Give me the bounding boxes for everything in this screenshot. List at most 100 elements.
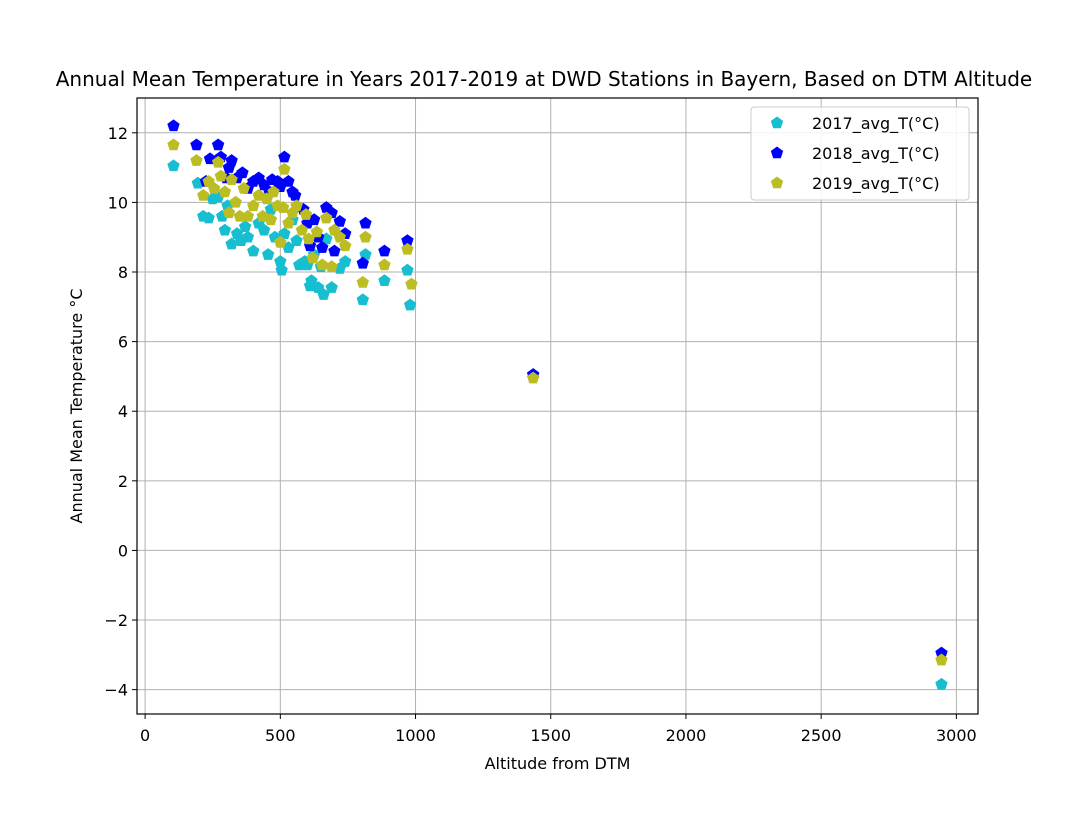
data-point [378,258,391,271]
x-tick-label: 500 [265,726,296,745]
data-point [211,155,225,168]
x-tick-label: 1000 [395,726,436,745]
data-point [207,181,221,194]
data-point [306,251,319,264]
data-point [295,223,309,236]
data-point [310,225,324,238]
data-point [225,173,238,186]
data-point [935,653,948,666]
data-point [359,216,372,229]
data-point [238,220,252,233]
data-point [276,201,290,213]
data-point [167,138,180,151]
data-point [401,242,414,255]
data-point [190,138,203,151]
data-point [526,371,540,384]
legend-label: 2019_avg_T(°C) [812,174,940,194]
data-point [241,230,255,243]
data-point [218,185,232,198]
chart-title: Annual Mean Temperature in Years 2017-20… [56,67,1033,91]
axis-ticks: 0 500 1000 1500 2000 2500 3000 −4 −2 0 2 4 6 8 10 12 [104,124,976,745]
data-point [282,216,295,229]
data-point [233,209,246,222]
y-tick-label: −2 [104,611,128,630]
data-point [274,255,287,267]
data-point [278,162,291,175]
y-axis-label: Annual Mean Temperature °C [67,289,86,524]
data-point [237,181,250,194]
y-tick-label: 4 [118,402,128,421]
data-point [247,244,260,257]
data-point [247,199,260,212]
x-tick-label: 1500 [530,726,571,745]
data-point [328,244,341,257]
data-points [167,119,948,690]
data-point [316,258,329,271]
y-tick-label: 2 [118,472,128,491]
data-point [405,277,418,290]
data-point [225,237,238,250]
legend-marker [770,116,784,129]
y-tick-label: −4 [104,681,128,700]
data-point [307,213,321,226]
data-point [325,260,338,273]
data-point [214,169,228,182]
data-point [320,211,333,224]
data-point [167,119,180,132]
data-point [339,239,352,252]
data-point [167,159,180,172]
data-point [290,234,303,246]
data-point [229,195,242,208]
data-point [935,646,948,659]
data-point [289,188,302,201]
data-point [236,166,249,179]
data-point [218,223,232,236]
data-point [378,244,391,257]
data-point [202,211,215,224]
legend-box [750,106,970,201]
plot-frame [136,97,979,715]
y-tick-label: 0 [118,541,128,560]
data-point [935,677,948,690]
data-point [275,263,288,276]
data-point [274,235,287,248]
legend-label: 2017_avg_T(°C) [812,114,940,134]
data-point [278,150,291,163]
data-point [190,154,203,166]
data-point [282,241,295,253]
y-tick-label: 10 [108,193,128,212]
data-point [359,230,372,243]
grid [137,98,978,714]
data-point [299,208,313,220]
data-point [316,241,329,253]
data-point [401,234,414,246]
data-point [261,248,275,260]
data-point [197,188,210,201]
data-point [257,223,271,236]
data-point [325,281,338,293]
legend-marker [770,146,784,159]
x-axis-label: Altitude from DTM [485,754,631,773]
data-point [302,232,315,245]
data-point [305,274,318,286]
data-point [264,213,278,226]
data-point [278,227,291,239]
legend-marker [770,176,784,189]
data-point [333,230,346,243]
y-tick-label: 6 [118,333,128,352]
data-point [241,209,255,222]
data-point [401,263,414,276]
data-point [356,256,369,269]
y-tick-label: 12 [108,124,128,143]
legend: 2017_avg_T(°C) 2018_avg_T(°C) 2019_avg_T(°… [750,106,970,201]
data-point [267,185,280,198]
data-point [317,288,330,300]
data-point [378,274,391,286]
data-point [359,248,372,260]
data-point [356,275,369,288]
data-point [290,199,303,212]
y-tick-label: 8 [118,263,128,282]
data-point [339,255,352,267]
data-point [356,293,369,306]
